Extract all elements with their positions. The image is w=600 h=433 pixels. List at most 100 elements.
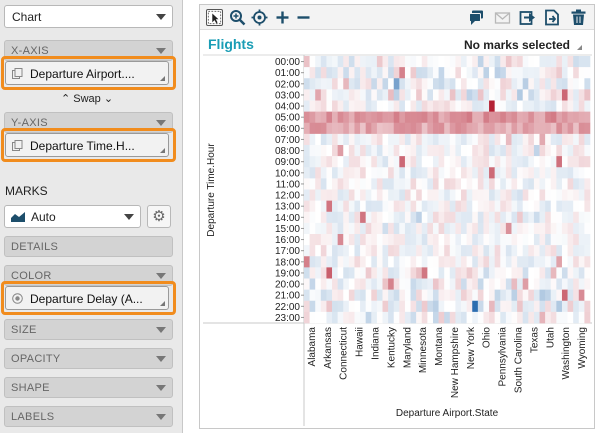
heatmap-cell xyxy=(427,178,434,190)
comment-icon[interactable] xyxy=(468,9,485,26)
heatmap-cell xyxy=(438,100,445,112)
pan-icon[interactable] xyxy=(251,9,268,26)
heatmap-cell xyxy=(477,145,484,157)
heatmap-cell xyxy=(326,111,333,124)
heatmap-cell xyxy=(348,178,355,190)
export-icon[interactable] xyxy=(544,9,561,26)
heatmap-cell xyxy=(461,267,467,279)
gear-icon[interactable]: ⚙ xyxy=(147,205,171,228)
heatmap-cell xyxy=(533,222,540,235)
labels-shelf[interactable]: LABELS xyxy=(4,406,173,427)
details-shelf[interactable]: DETAILS xyxy=(4,236,173,257)
heatmap-cell xyxy=(376,100,383,112)
heatmap-cell xyxy=(343,111,350,124)
heatmap-cell xyxy=(561,256,568,268)
y-axis-shelf[interactable]: Y-AXIS xyxy=(4,112,173,133)
mark-type-dropdown[interactable]: Auto xyxy=(4,205,141,228)
share-icon[interactable] xyxy=(519,9,536,26)
shape-shelf[interactable]: SHAPE xyxy=(4,377,173,398)
heatmap-cell xyxy=(561,289,568,302)
heatmap-cell xyxy=(348,133,355,146)
heatmap-cell xyxy=(320,234,327,246)
heatmap-cell xyxy=(578,89,585,101)
heatmap-cell xyxy=(393,311,400,324)
heatmap-cell xyxy=(567,278,574,290)
heatmap-cell xyxy=(337,234,344,246)
heatmap-cell xyxy=(404,67,411,79)
mail-icon[interactable] xyxy=(494,9,511,26)
heatmap-cell xyxy=(578,133,585,146)
heatmap-cell xyxy=(399,78,406,90)
heatmap-cell xyxy=(567,245,574,257)
heatmap-cell xyxy=(505,222,512,235)
selection-menu-icon[interactable] xyxy=(577,45,582,50)
heatmap-cell xyxy=(332,111,338,124)
heatmap-cell xyxy=(539,311,546,324)
chart-type-dropdown[interactable]: Chart xyxy=(4,5,173,28)
size-shelf[interactable]: SIZE xyxy=(4,319,173,340)
heatmap-cell xyxy=(320,133,327,146)
trash-icon[interactable] xyxy=(570,9,587,26)
y-axis-field-label: Departure Time.H... xyxy=(30,139,135,153)
heatmap-cell xyxy=(410,267,417,279)
heatmap-cell xyxy=(522,234,529,246)
heatmap-cell xyxy=(578,256,585,268)
heatmap-cell xyxy=(472,133,479,146)
heatmap-cell xyxy=(354,256,361,268)
opacity-shelf[interactable]: OPACITY xyxy=(4,348,173,369)
heatmap-cell xyxy=(337,245,344,257)
heatmap-cell xyxy=(404,234,411,246)
heatmap-cell xyxy=(556,89,563,101)
heatmap-cell xyxy=(449,189,456,201)
heatmap-cell xyxy=(444,78,451,90)
x-axis-field-label: Departure Airport.... xyxy=(30,67,135,81)
heatmap-cell xyxy=(410,245,417,257)
selection-status: No marks selected xyxy=(463,38,570,52)
heatmap-cell xyxy=(522,245,529,257)
heatmap-cell xyxy=(320,100,327,112)
heatmap-cell xyxy=(332,222,338,235)
heatmap-cell xyxy=(371,167,378,179)
heatmap-cell xyxy=(545,245,552,257)
add-icon[interactable] xyxy=(274,9,291,26)
heatmap-cell xyxy=(382,267,389,279)
heatmap-cell xyxy=(332,234,338,246)
heatmap-cell xyxy=(410,56,417,68)
y-axis-field-pill[interactable]: Departure Time.H... xyxy=(5,133,169,157)
x-axis-shelf[interactable]: X-AXIS xyxy=(4,40,173,61)
heatmap-cell xyxy=(337,145,344,157)
heatmap-cell xyxy=(477,78,484,90)
select-icon[interactable] xyxy=(206,9,223,26)
heatmap-cell xyxy=(556,156,563,168)
heatmap-cell xyxy=(416,211,423,224)
color-field-pill[interactable]: Departure Delay (A... xyxy=(5,286,169,310)
chevron-down-icon xyxy=(156,414,166,420)
heatmap-cell xyxy=(332,122,338,135)
heatmap-cell xyxy=(477,245,484,257)
heatmap-cell xyxy=(550,89,557,101)
heatmap-cell xyxy=(561,200,568,213)
heatmap-cell xyxy=(545,211,552,224)
heatmap-cell xyxy=(578,245,585,257)
heatmap-cell xyxy=(410,167,417,179)
heatmap-cell xyxy=(343,145,350,157)
heatmap-cell xyxy=(522,256,529,268)
heatmap-cell xyxy=(337,278,344,290)
zoom-icon[interactable] xyxy=(229,9,246,26)
heatmap-cell xyxy=(410,100,417,112)
heatmap-cell xyxy=(326,311,333,324)
heatmap-cell xyxy=(500,156,507,168)
color-highlight xyxy=(1,281,176,315)
swap-button[interactable]: ⌃ Swap ⌄ xyxy=(0,92,174,105)
heatmap-cell xyxy=(382,78,389,90)
heatmap-cell xyxy=(337,300,344,313)
heatmap-cell xyxy=(550,311,557,324)
remove-icon[interactable] xyxy=(295,9,312,26)
heatmap-cell xyxy=(332,267,338,279)
x-axis-field-pill[interactable]: Departure Airport.... xyxy=(5,61,169,85)
heatmap-cell xyxy=(320,178,327,190)
heatmap-cell xyxy=(455,111,462,124)
heatmap-cell xyxy=(567,167,574,179)
color-shelf[interactable]: COLOR xyxy=(4,265,173,286)
heatmap-cell xyxy=(320,311,327,324)
